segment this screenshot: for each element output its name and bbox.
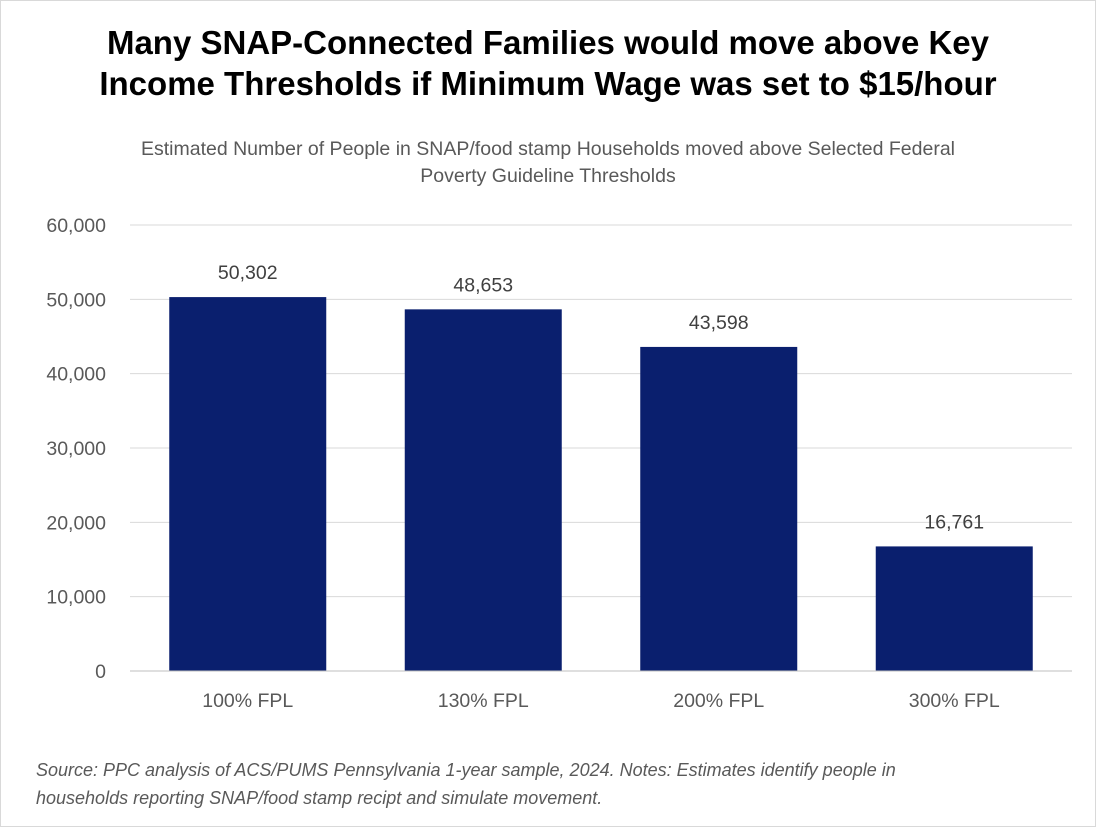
source-note-line-2: households reporting SNAP/food stamp rec… xyxy=(36,788,603,808)
data-label: 50,302 xyxy=(218,262,278,284)
bar xyxy=(169,297,327,671)
y-tick-label: 10,000 xyxy=(46,587,106,609)
data-label: 43,598 xyxy=(689,312,749,334)
bar xyxy=(404,309,562,671)
y-tick-label: 30,000 xyxy=(46,438,106,460)
bar xyxy=(875,546,1033,671)
chart-title-line-2: Income Thresholds if Minimum Wage was se… xyxy=(99,65,997,102)
y-tick-label: 0 xyxy=(95,661,106,683)
y-tick-label: 40,000 xyxy=(46,364,106,386)
chart-subtitle-line-2: Poverty Guideline Thresholds xyxy=(420,165,676,187)
chart-subtitle-line-1: Estimated Number of People in SNAP/food … xyxy=(140,138,956,160)
data-label: 48,653 xyxy=(453,274,513,296)
bar xyxy=(640,346,798,671)
y-tick-label: 50,000 xyxy=(46,289,106,311)
chart-title-line-1: Many SNAP-Connected Families would move … xyxy=(106,24,990,61)
y-tick-label: 60,000 xyxy=(46,215,106,237)
x-tick-label: 300% FPL xyxy=(909,690,1000,712)
chart-title: Many SNAP-Connected Families would move … xyxy=(0,22,1096,104)
chart-subtitle: Estimated Number of People in SNAP/food … xyxy=(0,136,1096,190)
y-tick-label: 20,000 xyxy=(46,512,106,534)
x-tick-label: 130% FPL xyxy=(438,690,529,712)
source-note-line-1: Source: PPC analysis of ACS/PUMS Pennsyl… xyxy=(36,760,896,780)
bar-chart: 0 10,000 20,000 30,000 40,000 50,000 60,000 50,… xyxy=(46,215,1072,712)
x-tick-label: 100% FPL xyxy=(202,690,293,712)
data-label: 16,761 xyxy=(924,511,984,533)
source-note: Source: PPC analysis of ACS/PUMS Pennsyl… xyxy=(36,756,1076,812)
x-tick-label: 200% FPL xyxy=(673,690,764,712)
